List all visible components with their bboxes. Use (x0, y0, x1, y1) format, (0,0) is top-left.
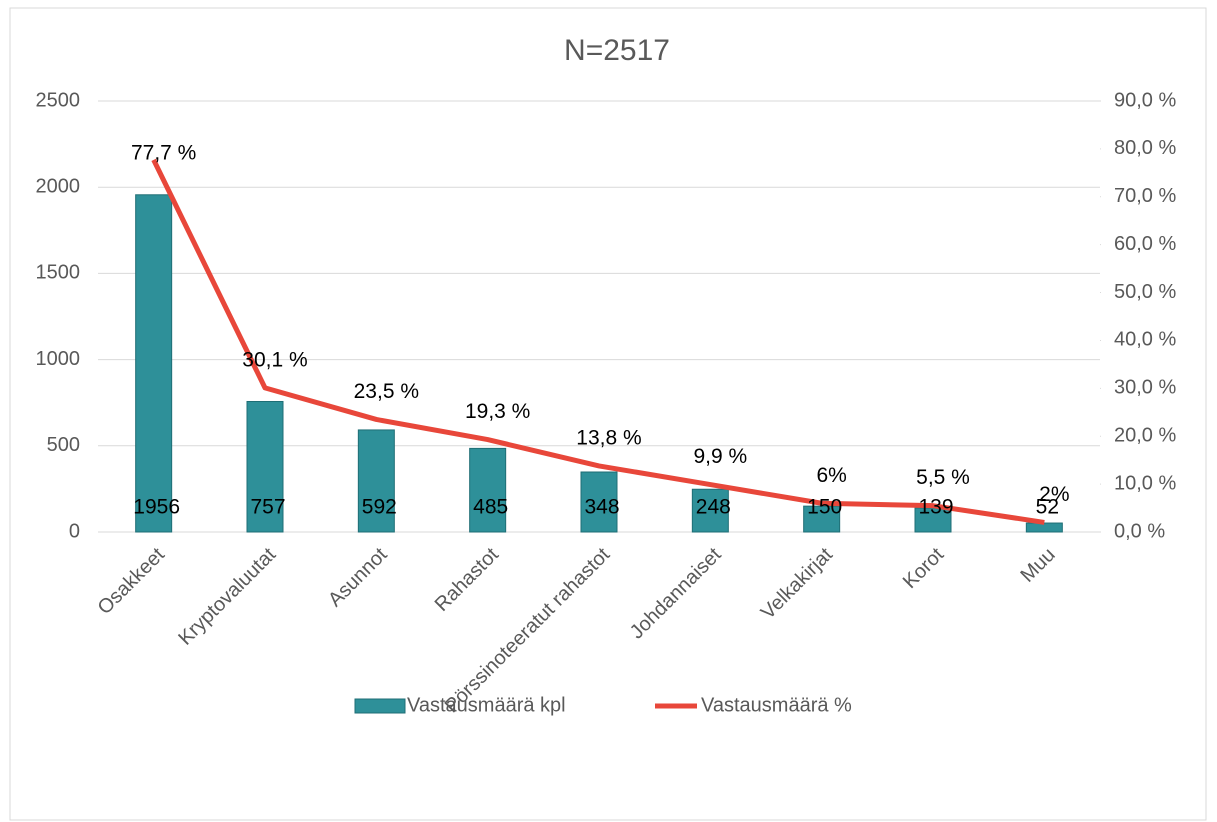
y-tick-label: 1000 (36, 348, 81, 370)
y2-tick-label: 80,0 % (1114, 137, 1176, 159)
legend-label: Vastausmäärä kpl (407, 694, 566, 716)
y2-tick-label: 60,0 % (1114, 233, 1176, 255)
bar-label: 485 (473, 496, 508, 519)
bar-label: 1956 (133, 496, 180, 519)
line-label: 6% (816, 464, 846, 487)
y-tick-label: 2500 (36, 89, 81, 111)
bar-label: 150 (807, 496, 842, 519)
y2-tick-label: 70,0 % (1114, 185, 1176, 207)
y2-tick-label: 90,0 % (1114, 89, 1176, 111)
line-label: 30,1 % (242, 348, 307, 371)
bar (1025, 522, 1063, 533)
y2-tick-label: 0,0 % (1114, 520, 1165, 542)
bar-label: 348 (584, 496, 619, 519)
line-label: 13,8 % (576, 426, 641, 449)
legend-label: Vastausmäärä % (701, 694, 852, 716)
bar (691, 488, 729, 533)
y-tick-label: 500 (47, 434, 80, 456)
bar-label: 52 (1036, 496, 1059, 519)
bar (357, 429, 395, 533)
line (151, 158, 1045, 525)
legend-swatch (354, 698, 406, 714)
bar (135, 194, 173, 533)
bar-label: 592 (362, 496, 397, 519)
bar-label: 139 (918, 496, 953, 519)
bar-label: 757 (250, 496, 285, 519)
line-label: 23,5 % (354, 380, 419, 403)
bar-label: 248 (696, 496, 731, 519)
y2-tick-label: 20,0 % (1114, 425, 1176, 447)
bar (246, 400, 284, 533)
chart-frame (9, 7, 1207, 821)
bar (469, 447, 507, 533)
line-label: 77,7 % (131, 141, 196, 164)
y-tick-label: 2000 (36, 175, 81, 197)
line-label: 9,9 % (693, 445, 747, 468)
y2-tick-label: 10,0 % (1114, 472, 1176, 494)
y2-tick-label: 50,0 % (1114, 281, 1176, 303)
bar (580, 471, 618, 533)
line-label: 2% (1039, 483, 1069, 506)
y2-tick-label: 30,0 % (1114, 377, 1176, 399)
y-tick-label: 1500 (36, 262, 81, 284)
y2-tick-label: 40,0 % (1114, 329, 1176, 351)
chart-title: N=2517 (564, 34, 670, 67)
y-tick-label: 0 (69, 520, 80, 542)
line-label: 5,5 % (916, 466, 970, 489)
line-label: 19,3 % (465, 400, 530, 423)
bar (803, 505, 841, 533)
